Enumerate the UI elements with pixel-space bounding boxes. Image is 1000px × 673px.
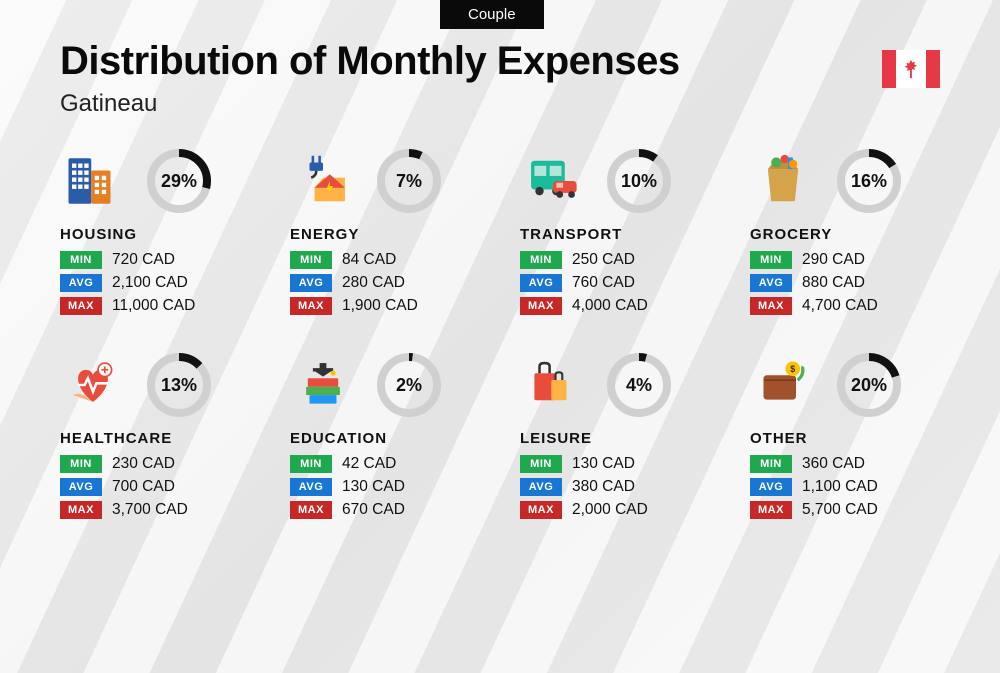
category-card: 2% EDUCATION MIN 42 CAD AVG 130 CAD MAX 670 CAD	[290, 350, 480, 524]
canada-flag-icon	[882, 50, 940, 88]
min-label: MIN	[750, 455, 792, 473]
category-card: 4% LEISURE MIN 130 CAD AVG 380 CAD MAX 2,000 CA…	[520, 350, 710, 524]
min-label: MIN	[290, 455, 332, 473]
avg-label: AVG	[290, 274, 332, 292]
health-icon	[60, 355, 126, 415]
percent-donut: 7%	[374, 146, 444, 216]
percent-value: 16%	[834, 146, 904, 216]
percent-donut: 10%	[604, 146, 674, 216]
category-card: 10% TRANSPORT MIN 250 CAD AVG 760 CAD MAX 4,000…	[520, 146, 710, 320]
max-label: MAX	[60, 297, 102, 315]
avg-value: 280 CAD	[342, 274, 405, 292]
percent-donut: 2%	[374, 350, 444, 420]
max-value: 1,900 CAD	[342, 297, 418, 315]
min-value: 250 CAD	[572, 251, 635, 269]
avg-value: 1,100 CAD	[802, 478, 878, 496]
percent-value: 2%	[374, 350, 444, 420]
category-card: 13% HEALTHCARE MIN 230 CAD AVG 700 CAD MAX 3,70…	[60, 350, 250, 524]
max-label: MAX	[60, 501, 102, 519]
max-value: 11,000 CAD	[112, 297, 195, 315]
page-title: Distribution of Monthly Expenses	[60, 39, 940, 84]
percent-value: 4%	[604, 350, 674, 420]
percent-donut: 20%	[834, 350, 904, 420]
min-label: MIN	[60, 455, 102, 473]
transport-icon	[520, 151, 586, 211]
category-name: LEISURE	[520, 430, 710, 447]
min-value: 720 CAD	[112, 251, 175, 269]
category-card: $20% OTHER MIN 360 CAD AVG 1,100 CAD MAX 5,700 …	[750, 350, 940, 524]
min-value: 290 CAD	[802, 251, 865, 269]
min-label: MIN	[750, 251, 792, 269]
category-name: ENERGY	[290, 226, 480, 243]
category-name: EDUCATION	[290, 430, 480, 447]
avg-label: AVG	[290, 478, 332, 496]
household-badge: Couple	[440, 0, 544, 29]
min-label: MIN	[520, 455, 562, 473]
category-card: 16% GROCERY MIN 290 CAD AVG 880 CAD MAX 4,700 C…	[750, 146, 940, 320]
avg-value: 130 CAD	[342, 478, 405, 496]
category-name: GROCERY	[750, 226, 940, 243]
category-name: HOUSING	[60, 226, 250, 243]
leisure-icon	[520, 355, 586, 415]
education-icon	[290, 355, 356, 415]
grocery-icon	[750, 151, 816, 211]
min-value: 230 CAD	[112, 455, 175, 473]
avg-value: 2,100 CAD	[112, 274, 188, 292]
svg-text:$: $	[790, 364, 795, 374]
max-label: MAX	[520, 501, 562, 519]
avg-label: AVG	[60, 478, 102, 496]
max-value: 670 CAD	[342, 501, 405, 519]
avg-label: AVG	[750, 274, 792, 292]
categories-grid: 29% HOUSING MIN 720 CAD AVG 2,100 CAD MAX 11,00…	[60, 146, 940, 524]
avg-value: 880 CAD	[802, 274, 865, 292]
buildings-icon	[60, 151, 126, 211]
max-label: MAX	[750, 297, 792, 315]
percent-value: 10%	[604, 146, 674, 216]
max-value: 3,700 CAD	[112, 501, 188, 519]
category-name: OTHER	[750, 430, 940, 447]
energy-icon	[290, 151, 356, 211]
avg-value: 380 CAD	[572, 478, 635, 496]
percent-value: 7%	[374, 146, 444, 216]
min-label: MIN	[290, 251, 332, 269]
avg-label: AVG	[520, 478, 562, 496]
max-label: MAX	[290, 501, 332, 519]
percent-value: 29%	[144, 146, 214, 216]
percent-value: 13%	[144, 350, 214, 420]
max-label: MAX	[750, 501, 792, 519]
percent-value: 20%	[834, 350, 904, 420]
max-value: 2,000 CAD	[572, 501, 648, 519]
category-card: 7% ENERGY MIN 84 CAD AVG 280 CAD MAX 1,900 CAD	[290, 146, 480, 320]
category-name: HEALTHCARE	[60, 430, 250, 447]
percent-donut: 29%	[144, 146, 214, 216]
max-label: MAX	[520, 297, 562, 315]
min-value: 84 CAD	[342, 251, 396, 269]
max-value: 4,000 CAD	[572, 297, 648, 315]
avg-label: AVG	[60, 274, 102, 292]
avg-value: 760 CAD	[572, 274, 635, 292]
min-value: 42 CAD	[342, 455, 396, 473]
category-card: 29% HOUSING MIN 720 CAD AVG 2,100 CAD MAX 11,00…	[60, 146, 250, 320]
max-value: 5,700 CAD	[802, 501, 878, 519]
max-label: MAX	[290, 297, 332, 315]
city-subtitle: Gatineau	[60, 90, 940, 118]
min-label: MIN	[520, 251, 562, 269]
percent-donut: 16%	[834, 146, 904, 216]
percent-donut: 13%	[144, 350, 214, 420]
min-label: MIN	[60, 251, 102, 269]
min-value: 360 CAD	[802, 455, 865, 473]
max-value: 4,700 CAD	[802, 297, 878, 315]
category-name: TRANSPORT	[520, 226, 710, 243]
avg-value: 700 CAD	[112, 478, 175, 496]
avg-label: AVG	[520, 274, 562, 292]
percent-donut: 4%	[604, 350, 674, 420]
other-icon: $	[750, 355, 816, 415]
avg-label: AVG	[750, 478, 792, 496]
min-value: 130 CAD	[572, 455, 635, 473]
